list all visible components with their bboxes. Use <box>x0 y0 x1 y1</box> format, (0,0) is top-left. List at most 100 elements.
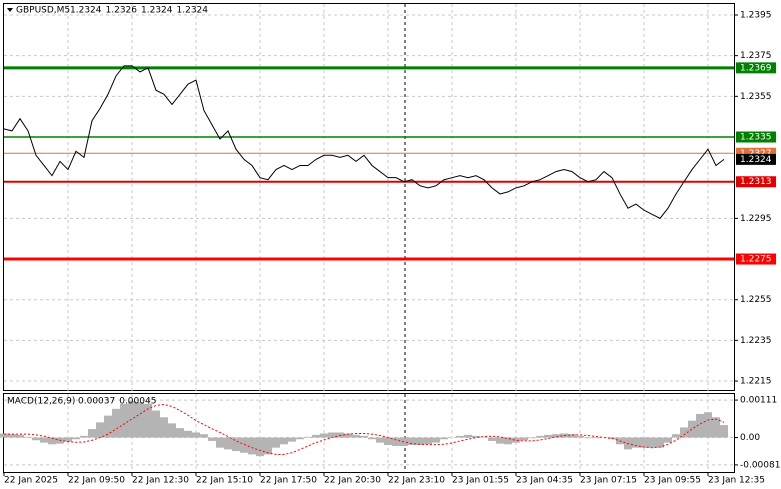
price-line <box>3 65 725 219</box>
macd-histogram-bar <box>464 434 472 438</box>
last-price-box <box>736 153 776 165</box>
x-tick-label: 23 Jan 12:35 <box>708 476 765 486</box>
macd-histogram-bar <box>576 435 584 438</box>
macd-histogram-bar <box>208 437 216 441</box>
macd-histogram-bar <box>240 437 248 453</box>
x-tick-label: 23 Jan 01:55 <box>452 476 509 486</box>
quote-value: 1.2324 <box>141 6 173 16</box>
symbol-title: GBPUSD,M5 <box>16 6 70 16</box>
quote-value: 1.2326 <box>106 6 138 16</box>
level-label: 1.2327 <box>740 149 772 159</box>
macd-histogram-bar <box>184 430 192 438</box>
x-tick-label: 22 Jan 12:30 <box>132 476 189 486</box>
macd-histogram-bar <box>416 437 424 445</box>
macd-histogram-bar <box>232 437 240 452</box>
macd-histogram-bar <box>304 436 312 438</box>
macd-histogram-bar <box>560 433 568 438</box>
macd-histogram-bar <box>696 413 704 438</box>
macd-histogram-bar <box>384 437 392 445</box>
level-label-box <box>736 62 776 74</box>
macd-histogram-bar <box>88 429 96 438</box>
y-tick-label: 1.2235 <box>740 336 772 346</box>
level-label: 1.2275 <box>740 255 772 265</box>
macd-histogram-bar <box>440 437 448 440</box>
macd-histogram-bar <box>704 412 712 438</box>
macd-histogram-bar <box>672 434 680 438</box>
y-tick-label: 1.2295 <box>740 214 772 224</box>
macd-histogram-bar <box>8 434 16 438</box>
macd-histogram-bar <box>584 437 592 439</box>
x-tick-label: 22 Jan 23:10 <box>388 476 445 486</box>
macd-histogram-bar <box>272 437 280 448</box>
macd-histogram-bar <box>352 434 360 438</box>
macd-histogram-bar <box>368 437 376 440</box>
macd-histogram-bar <box>720 425 728 438</box>
macd-histogram-bar <box>48 437 56 445</box>
macd-histogram-bar <box>216 437 224 448</box>
y-tick-label: 1.2375 <box>740 51 772 61</box>
x-tick-label: 22 Jan 09:50 <box>68 476 125 486</box>
macd-histogram-bar <box>568 434 576 438</box>
macd-histogram-bar <box>536 435 544 438</box>
macd-histogram-bar <box>688 420 696 438</box>
macd-histogram-bar <box>144 403 152 438</box>
macd-histogram-bar <box>264 437 272 455</box>
plot-layer: 1.2395 1.2375 1.2355 1.2295 1.2255 1.2235 1.22… <box>0 4 780 486</box>
macd-histogram-bar <box>112 408 120 438</box>
macd-histogram-bar <box>256 437 264 457</box>
menu-triangle <box>7 8 13 12</box>
last-price-label: 1.2324 <box>740 155 772 165</box>
macd-histogram-bar <box>408 437 416 445</box>
macd-histogram-bar <box>312 434 320 438</box>
macd-histogram-bar <box>104 415 112 438</box>
level-label-box <box>736 147 776 159</box>
macd-histogram-bar <box>40 437 48 443</box>
macd-histogram-bar <box>24 436 32 438</box>
quote-value: 1.2324 <box>70 6 102 16</box>
y-tick-label: 1.2355 <box>740 92 772 102</box>
y-tick-label: 0.00 <box>740 433 760 443</box>
macd-histogram-bar <box>288 437 296 442</box>
price-frame <box>3 3 735 391</box>
y-tick-label: 1.2395 <box>740 10 772 20</box>
y-tick-label: 1.2215 <box>740 377 772 387</box>
quote-value: 1.2324 <box>177 6 209 16</box>
macd-histogram-bar <box>168 423 176 438</box>
macd-histogram-bar <box>72 437 80 440</box>
level-label-box <box>736 131 776 143</box>
macd-histogram-bar <box>488 437 496 441</box>
macd-histogram-bar <box>344 433 352 438</box>
macd-histogram-bar <box>96 422 104 438</box>
macd-histogram-bar <box>496 437 504 444</box>
macd-signal-line <box>4 403 725 455</box>
macd-histogram-bar <box>640 437 648 448</box>
macd-histogram-bar <box>432 437 440 443</box>
macd-histogram-bar <box>528 437 536 439</box>
macd-histogram-bar <box>360 435 368 438</box>
macd-histogram-bar <box>120 403 128 438</box>
macd-histogram-bar <box>328 432 336 438</box>
level-label: 1.2369 <box>740 63 772 73</box>
level-label: 1.2335 <box>740 133 772 143</box>
macd-histogram-bar <box>552 434 560 438</box>
macd-title: MACD(12,26,9) <box>7 397 75 407</box>
level-label-box <box>736 253 776 265</box>
y-tick-label: -0.00081 <box>740 460 780 470</box>
macd-histogram-bar <box>32 437 40 441</box>
x-tick-label: 23 Jan 09:55 <box>644 476 701 486</box>
macd-histogram-bar <box>424 437 432 445</box>
x-tick-label: 22 Jan 15:10 <box>196 476 253 486</box>
macd-histogram-bar <box>128 401 136 438</box>
macd-histogram-bar <box>376 437 384 443</box>
macd-histogram-bar <box>152 410 160 438</box>
macd-histogram-bar <box>648 437 656 448</box>
macd-histogram-bar <box>80 435 88 438</box>
macd-histogram-bar <box>176 428 184 438</box>
macd-histogram-bar <box>280 437 288 445</box>
level-label-box <box>736 176 776 188</box>
macd-histogram-bar <box>456 435 464 438</box>
macd-histogram-bar <box>520 437 528 441</box>
y-tick-label: 1.2255 <box>740 295 772 305</box>
x-tick-label: 22 Jan 2025 <box>4 476 58 486</box>
level-label: 1.2313 <box>740 177 772 187</box>
